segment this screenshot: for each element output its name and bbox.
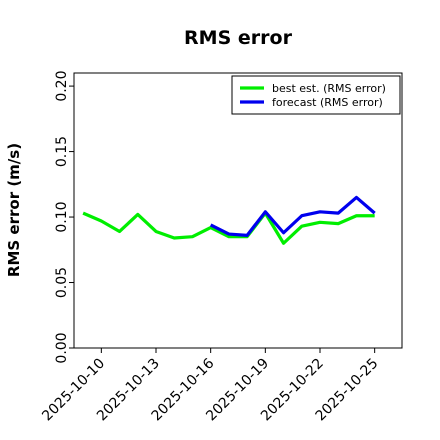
legend: best est. (RMS error)forecast (RMS error… <box>231 75 401 115</box>
y-tick-label: 0.05 <box>54 267 70 298</box>
y-tick-label: 0.10 <box>54 201 70 232</box>
series-line-forecast <box>209 195 376 237</box>
y-tick-label: 0.00 <box>54 332 70 363</box>
y-tick-label: 0.20 <box>54 71 70 102</box>
y-tick-label: 0.15 <box>54 136 70 167</box>
plot-area: 0.000.050.100.150.202025-10-102025-10-13… <box>39 71 381 425</box>
y-axis-label: RMS error (m/s) <box>5 143 23 277</box>
legend-label: forecast (RMS error) <box>272 96 383 109</box>
legend-box <box>231 75 401 115</box>
plot-frame <box>73 72 403 349</box>
chart-title: RMS error <box>184 27 293 49</box>
series-line-best-estimate <box>82 211 375 245</box>
legend-label: best est. (RMS error) <box>272 82 386 95</box>
